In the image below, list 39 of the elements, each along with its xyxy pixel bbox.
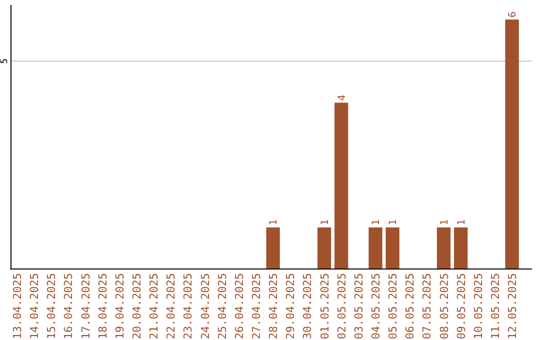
x-tick-label: 27.04.2025 [250,273,263,340]
x-tick-label: 14.04.2025 [28,273,42,340]
x-tick-label: 20.04.2025 [130,273,144,340]
x-tick-label: 21.04.2025 [148,273,161,340]
data-label: 6 [508,12,519,18]
x-tick-label: 23.04.2025 [182,273,195,340]
x-tick-label: 18.04.2025 [96,273,110,340]
x-tick-label: 29.04.2025 [284,273,298,340]
data-label: 1 [370,219,382,226]
x-tick-label: 09.05.2025 [454,273,468,340]
data-label: 1 [439,219,450,226]
x-tick-label: 11.05.2025 [488,273,502,340]
x-tick-label: 05.05.2025 [386,273,400,340]
x-tick-label: 12.05.2025 [506,273,520,340]
x-tick-label: 04.05.2025 [369,273,382,340]
x-tick-label: 19.04.2025 [113,273,126,340]
x-tick-label: 07.05.2025 [420,273,434,340]
x-tick-label: 28.04.2025 [267,273,280,340]
y-tick-label: 5 [0,58,10,64]
data-label: 1 [268,219,280,226]
x-tick-label: 01.05.2025 [318,273,332,340]
data-label: 1 [388,219,400,226]
x-tick-label: 10.05.2025 [472,273,485,340]
data-label: 4 [336,94,348,101]
x-tick-label: 24.04.2025 [198,273,212,340]
x-tick-label: 03.05.2025 [352,273,366,340]
x-tick-label: 17.04.2025 [79,273,92,340]
x-tick-label: 08.05.2025 [438,273,451,340]
x-tick-label: 25.04.2025 [216,273,229,340]
x-tick-label: 13.04.2025 [11,273,24,340]
x-tick-label: 16.04.2025 [62,273,76,340]
x-tick-label: 06.05.2025 [404,273,417,340]
x-tick-label: 02.05.2025 [335,273,348,340]
x-tick-label: 26.04.2025 [232,273,246,340]
data-label: 1 [456,219,468,226]
x-tick-label: 22.04.2025 [164,273,178,340]
data-label: 1 [320,219,331,226]
x-tick-label: 15.04.2025 [45,273,58,340]
x-tick-label: 30.04.2025 [301,273,314,340]
